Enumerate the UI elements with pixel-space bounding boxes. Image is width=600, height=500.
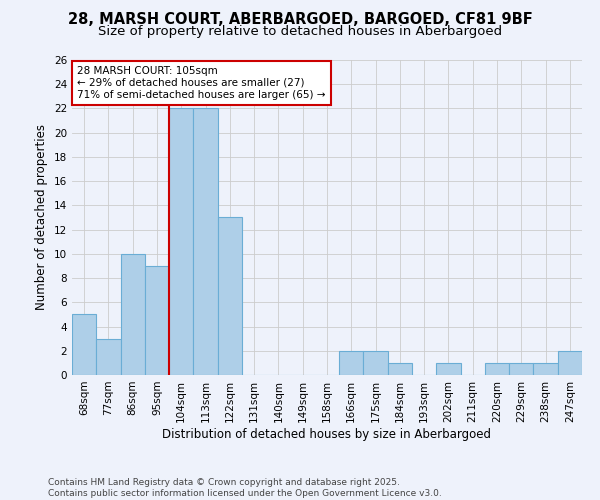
Text: 28, MARSH COURT, ABERBARGOED, BARGOED, CF81 9BF: 28, MARSH COURT, ABERBARGOED, BARGOED, C… <box>68 12 532 28</box>
Bar <box>485 363 509 375</box>
X-axis label: Distribution of detached houses by size in Aberbargoed: Distribution of detached houses by size … <box>163 428 491 440</box>
Bar <box>436 363 461 375</box>
Bar <box>364 351 388 375</box>
Bar <box>339 351 364 375</box>
Text: 28 MARSH COURT: 105sqm
← 29% of detached houses are smaller (27)
71% of semi-det: 28 MARSH COURT: 105sqm ← 29% of detached… <box>77 66 326 100</box>
Bar <box>121 254 145 375</box>
Bar <box>96 338 121 375</box>
Bar <box>169 108 193 375</box>
Bar <box>72 314 96 375</box>
Text: Size of property relative to detached houses in Aberbargoed: Size of property relative to detached ho… <box>98 25 502 38</box>
Bar <box>193 108 218 375</box>
Bar <box>145 266 169 375</box>
Text: Contains HM Land Registry data © Crown copyright and database right 2025.
Contai: Contains HM Land Registry data © Crown c… <box>48 478 442 498</box>
Bar <box>558 351 582 375</box>
Bar <box>388 363 412 375</box>
Y-axis label: Number of detached properties: Number of detached properties <box>35 124 49 310</box>
Bar <box>218 218 242 375</box>
Bar <box>533 363 558 375</box>
Bar <box>509 363 533 375</box>
